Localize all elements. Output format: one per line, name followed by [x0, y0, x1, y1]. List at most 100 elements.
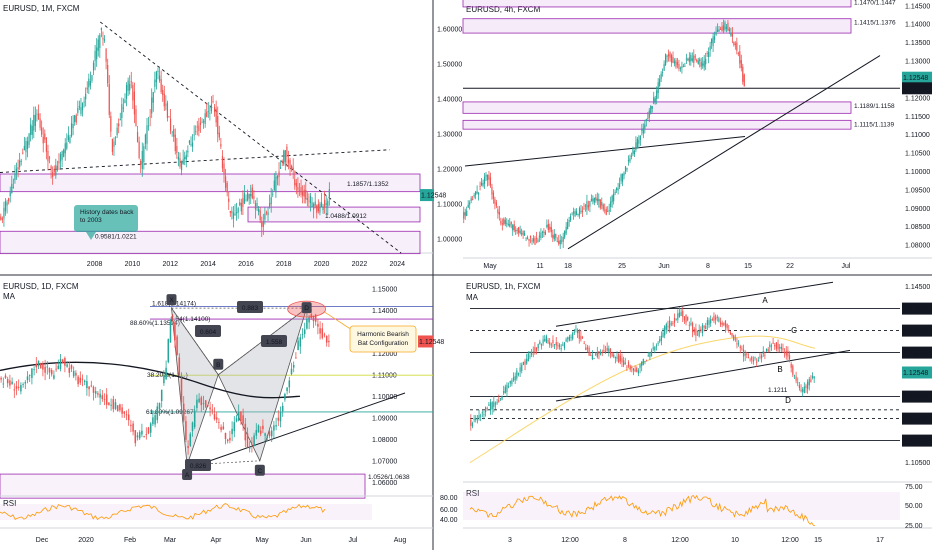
p3-callout-line: Harmonic Bearish [357, 331, 409, 338]
p1-candle [224, 176, 227, 188]
p4-candle [769, 344, 771, 348]
p4-candle [521, 364, 523, 371]
p4-candle [532, 351, 534, 353]
p4-candle [632, 368, 635, 371]
p1-y-tick-label: 1.40000 [437, 97, 462, 104]
p1-candle [37, 113, 40, 120]
p4-candle [614, 356, 616, 359]
p3-candle [306, 318, 308, 329]
p3-rsi-band [0, 504, 372, 520]
p3-candle [229, 437, 231, 441]
p1-candle [256, 202, 258, 206]
p3-candle [211, 409, 214, 411]
p1-candle [113, 141, 115, 147]
p3-candle [88, 386, 90, 390]
p3-candle [319, 328, 321, 334]
p4-point-C-label: C [791, 326, 797, 335]
p3-candle [46, 366, 49, 368]
p3-candle [163, 375, 165, 384]
p3-candle [99, 393, 101, 398]
p4-candle [672, 322, 674, 324]
p3-candle [11, 381, 13, 385]
p2-candle [654, 98, 656, 102]
p4-candle [683, 316, 685, 321]
p4-candle [539, 341, 541, 345]
p1-candle [107, 64, 109, 84]
p4-candle [491, 401, 493, 410]
p2-candle [608, 209, 610, 211]
p1-candle [81, 103, 84, 111]
p3-candle [136, 435, 139, 438]
p2-candle [596, 198, 598, 202]
p1-candle [78, 106, 80, 108]
p1-candle [88, 78, 90, 88]
p1-candle [309, 196, 312, 204]
p2-candle [586, 201, 588, 210]
p1-candle [163, 93, 165, 107]
p1-title: EURUSD, 1M, FXCM [3, 4, 80, 13]
p4-candle [494, 403, 497, 405]
p1-candle [8, 198, 10, 202]
p1-candle [235, 212, 238, 214]
p1-candle [130, 81, 132, 83]
p4-candle [798, 385, 800, 389]
p2-candle [476, 191, 478, 194]
p1-candle [67, 135, 69, 141]
p4-candle [770, 345, 773, 347]
p3-candle [15, 386, 18, 389]
p1-candle [173, 129, 175, 137]
p1-candle [157, 71, 159, 72]
p3-candle [101, 395, 104, 400]
p2-candle [632, 147, 634, 155]
p4-candle [506, 384, 508, 392]
p3-candle [240, 411, 242, 422]
p1-candle [298, 190, 301, 192]
p1-candle [0, 216, 2, 220]
p2-candle [466, 210, 468, 216]
p1-candle [111, 138, 114, 152]
p2-candle [534, 238, 536, 245]
p3-fib-label-5: 61.80%(1.09267) [146, 409, 196, 416]
p4-candle [757, 359, 759, 362]
p1-candle [198, 125, 200, 132]
p3-callout-line: Bat Configuration [358, 340, 409, 347]
p3-candle [37, 360, 40, 367]
p2-y-tick-label: 1.11000 [905, 132, 930, 139]
p1-candle [320, 202, 323, 207]
p4-rsi-tick-label: 75.00 [905, 484, 923, 491]
p1-candle [17, 167, 19, 170]
p4-rsi-tick-label: 50.00 [905, 503, 923, 510]
p2-candle [598, 199, 600, 202]
p1-x-tick-label: 2018 [276, 261, 292, 268]
p3-fib-label-4: 38.20%(1.1...) [147, 372, 188, 379]
p2-candle [629, 158, 631, 162]
p3-candle [204, 400, 207, 407]
p2-candle [662, 72, 664, 73]
p2-candle [739, 51, 741, 64]
p2-candle [580, 211, 582, 212]
p2-candle [694, 56, 696, 58]
p2-zone-2 [462, 18, 852, 34]
p1-candle [316, 205, 318, 213]
p1-candle [77, 107, 79, 113]
p4-candle [526, 358, 528, 364]
p3-candle [6, 379, 9, 384]
p2-candle [509, 223, 511, 227]
p1-candle [190, 144, 192, 146]
p4-candle [657, 343, 659, 344]
p4-candle [596, 352, 598, 357]
p2-candle [472, 199, 474, 201]
p4-candle [700, 329, 702, 331]
p3-candle [187, 445, 189, 448]
p3-point-D-box [301, 302, 312, 314]
p2-candle [467, 204, 469, 208]
p1-candle [64, 143, 66, 154]
p3-candle [325, 335, 328, 343]
p1-candles [0, 27, 330, 237]
p3-y-tick-label: 1.10000 [372, 394, 397, 401]
p1-zone-2 [247, 206, 421, 223]
p3-candle [251, 444, 253, 445]
p1-candle [114, 137, 117, 139]
p2-candle [512, 225, 514, 231]
